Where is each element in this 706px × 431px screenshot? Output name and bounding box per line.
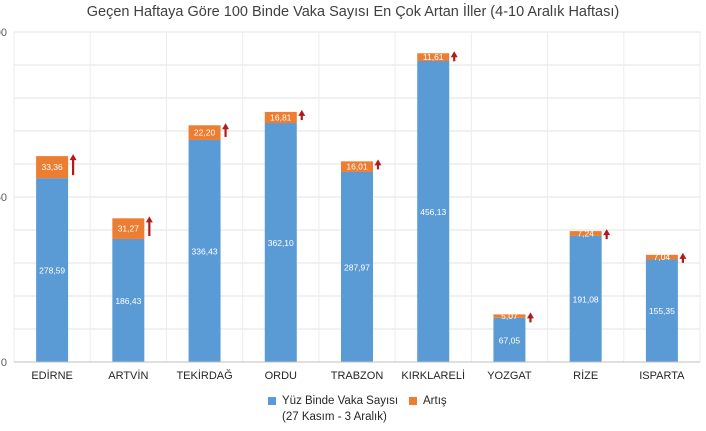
bar-increase [188, 125, 221, 140]
bar-cases [188, 139, 221, 362]
y-tick-label: 0 [1, 357, 7, 369]
up-arrow-icon-head [145, 216, 153, 223]
bar-increase [493, 314, 526, 318]
x-tick-label: KIRKLARELİ [401, 369, 465, 382]
legend-label-cases-period: (27 Kasım - 3 Aralık) [282, 411, 387, 423]
data-labels: 278,59 33,36 186,43 31,27 336,43 22,20 362,10 1… [39, 51, 687, 345]
data-label-cases: 336,43 [192, 246, 218, 256]
bar-cases [417, 60, 450, 363]
bar-cases [36, 178, 69, 362]
x-tick-label: EDİRNE [31, 369, 73, 382]
up-arrow-icon-head [679, 252, 687, 259]
x-tick-label: TRABZON [331, 370, 384, 382]
data-label-cases: 186,43 [115, 296, 141, 306]
up-arrow-icon-head [69, 154, 77, 161]
legend-swatch-increase [409, 396, 417, 405]
x-tick-label: ISPARTA [639, 370, 685, 382]
data-label-increase: 22,20 [194, 128, 216, 138]
data-label-increase: 7,04 [654, 252, 671, 262]
bar-increase [112, 218, 145, 239]
bar-increase [36, 156, 69, 179]
data-label-cases: 287,97 [344, 262, 370, 272]
bars [36, 53, 678, 363]
data-label-cases: 155,35 [649, 306, 675, 316]
bar-cases [645, 259, 678, 362]
legend-item-cases: Yüz Binde Vaka Sayısı [268, 392, 398, 409]
bar-cases [493, 317, 526, 362]
up-arrow-icon-head [603, 229, 611, 236]
legend-item-increase: Artış [409, 392, 447, 409]
bar-cases [341, 171, 373, 362]
axes: 0 250 500 EDİRNE ARTVİN TEKİRDAĞ ORDU TRABZON KI… [0, 27, 700, 382]
x-tick-label: TEKİRDAĞ [176, 369, 232, 382]
bar-cases [112, 238, 145, 362]
bar-cases [569, 235, 602, 362]
up-arrow-icon-head [450, 51, 458, 58]
y-tick-label: 250 [0, 192, 7, 204]
x-tick-label: YOZGAT [487, 370, 532, 382]
chart-title: Geçen Haftaya Göre 100 Binde Vaka Sayısı… [86, 4, 620, 20]
data-label-increase: 16,01 [346, 162, 368, 172]
bar-increase [569, 231, 602, 236]
data-label-cases: 191,08 [573, 294, 599, 304]
y-tick-label: 500 [0, 27, 7, 39]
data-label-increase: 16,81 [270, 112, 292, 122]
bar-increase [341, 161, 373, 172]
data-label-increase: 5,07 [501, 311, 518, 321]
data-label-cases: 278,59 [39, 266, 65, 276]
data-label-increase: 33,36 [41, 162, 63, 172]
legend-label-cases: Yüz Binde Vaka Sayısı [282, 394, 399, 407]
legend-swatch-cases [268, 396, 276, 405]
data-label-cases: 456,13 [420, 207, 446, 217]
bar-increase [645, 254, 678, 260]
up-arrow-icon-head [526, 312, 534, 319]
up-arrow-icon-head [298, 109, 306, 116]
bar-increase [264, 111, 297, 124]
data-label-cases: 67,05 [499, 335, 521, 345]
up-arrow-icon-head [222, 123, 230, 130]
data-label-increase: 11,61 [423, 52, 444, 62]
data-label-cases: 362,10 [268, 238, 294, 248]
bar-cases [264, 123, 297, 362]
x-tick-label: ORDU [265, 370, 297, 382]
legend: Yüz Binde Vaka Sayısı (27 Kasım - 3 Aral… [268, 392, 447, 425]
legend-label-increase: Artış [423, 394, 447, 407]
up-arrow-icon-head [374, 159, 382, 166]
data-label-increase: 31,27 [118, 224, 140, 234]
data-label-increase: 7,24 [577, 228, 594, 238]
bar-increase [417, 53, 450, 61]
x-tick-label: ARTVİN [108, 369, 148, 382]
x-tick-label: RİZE [573, 369, 598, 382]
